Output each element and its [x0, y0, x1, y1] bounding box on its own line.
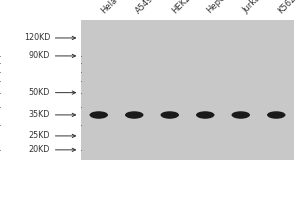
Text: HepG2: HepG2 [205, 0, 232, 15]
Ellipse shape [267, 111, 286, 119]
Text: A549: A549 [134, 0, 156, 15]
Text: Jurkat: Jurkat [241, 0, 264, 15]
Text: 20KD: 20KD [29, 145, 50, 154]
Ellipse shape [232, 111, 250, 119]
Text: 90KD: 90KD [29, 51, 50, 60]
Ellipse shape [89, 111, 108, 119]
Ellipse shape [125, 111, 143, 119]
Ellipse shape [160, 111, 179, 119]
Text: Hela: Hela [99, 0, 118, 15]
Text: K562: K562 [276, 0, 298, 15]
Text: 50KD: 50KD [29, 88, 50, 97]
Text: 25KD: 25KD [29, 131, 50, 140]
Ellipse shape [196, 111, 214, 119]
Text: 120KD: 120KD [24, 33, 50, 42]
Text: HEK293: HEK293 [170, 0, 200, 15]
Text: 35KD: 35KD [29, 110, 50, 119]
